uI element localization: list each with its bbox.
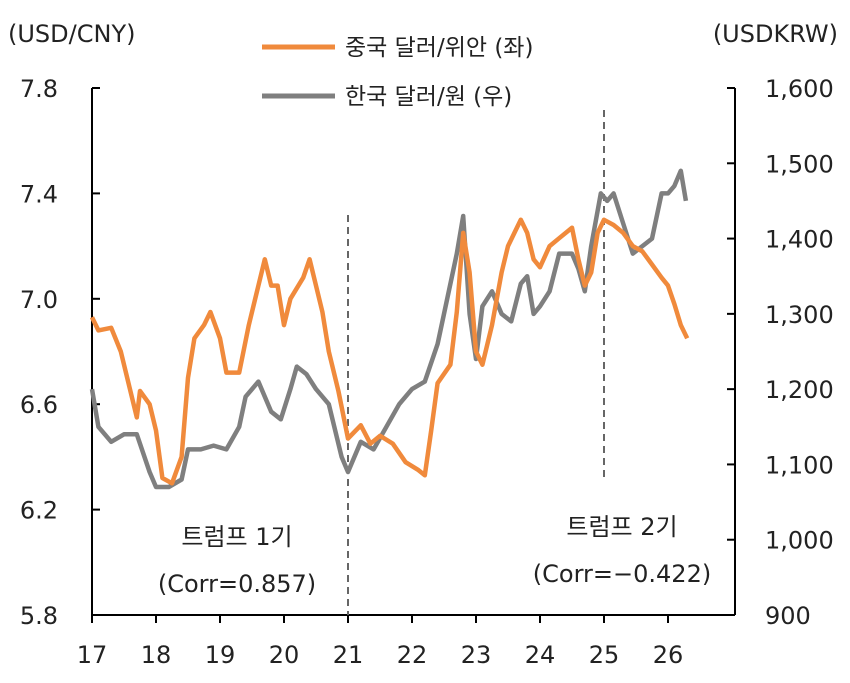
series-line-krw: [89, 168, 689, 490]
x-tick-label: 18: [141, 641, 172, 669]
x-tick-label: 21: [333, 641, 364, 669]
x-tick-label: 17: [77, 641, 108, 669]
right-tick-label: 1,400: [765, 226, 834, 254]
left-tick-label: 7.8: [20, 75, 58, 103]
annotation-trump1-label: 트럼프 1기: [181, 523, 292, 551]
left-tick-label: 6.6: [20, 391, 58, 419]
right-tick-label: 1,000: [765, 527, 834, 555]
x-tick-label: 25: [589, 641, 620, 669]
x-tick-label: 20: [269, 641, 300, 669]
left-axis-label: (USD/CNY): [8, 20, 135, 48]
x-tick-label: 23: [461, 641, 492, 669]
annotation-trump2-corr: (Corr=−0.422): [533, 560, 711, 588]
left-tick-label: 6.2: [20, 497, 58, 525]
x-tick-label: 22: [397, 641, 428, 669]
right-tick-label: 1,200: [765, 376, 834, 404]
series-line-cny: [89, 217, 690, 486]
right-tick-label: 1,100: [765, 451, 834, 479]
x-tick-label: 26: [653, 641, 684, 669]
right-tick-label: 1,300: [765, 301, 834, 329]
legend-label-krw: 한국 달러/원 (우): [345, 84, 512, 110]
annotation-trump2-label: 트럼프 2기: [566, 513, 677, 541]
right-tick-label: 1,500: [765, 150, 834, 178]
annotation-trump1-corr: (Corr=0.857): [158, 570, 316, 598]
right-tick-label: 1,600: [765, 75, 834, 103]
x-tick-label: 24: [525, 641, 556, 669]
x-tick-label: 19: [205, 641, 236, 669]
left-tick-label: 5.8: [20, 602, 58, 630]
right-axis-label: (USDKRW): [713, 20, 838, 48]
right-tick-label: 900: [765, 602, 811, 630]
left-tick-label: 7.0: [20, 286, 58, 314]
legend-label-cny: 중국 달러/위안 (좌): [345, 35, 533, 61]
left-tick-label: 7.4: [20, 180, 58, 208]
